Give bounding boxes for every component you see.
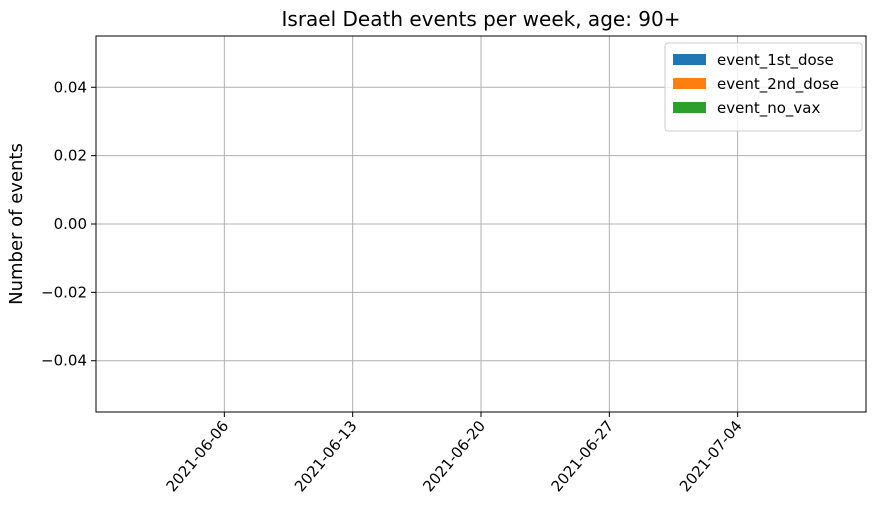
legend-swatch [673, 78, 706, 89]
legend-swatch [673, 102, 706, 113]
legend-label: event_1st_dose [717, 51, 834, 70]
x-tick-label: 2021-06-27 [548, 417, 618, 495]
x-tick-label: 2021-07-04 [676, 417, 746, 495]
axis-ticks: −0.04 −0.02 0.00 0.02 0.04 2021-06-06 2021-06-… [41, 78, 746, 495]
y-tick-label: 0.02 [54, 147, 87, 165]
legend-label: event_no_vax [717, 99, 820, 118]
legend-frame [664, 42, 863, 132]
legend: event_1st_dose event_2nd_dose event_no_vax [664, 42, 863, 132]
y-tick-label: 0.00 [54, 215, 87, 233]
chart-title: Israel Death events per week, age: 90+ [282, 7, 681, 31]
x-tick-label: 2021-06-13 [291, 417, 361, 495]
x-tick-label: 2021-06-06 [163, 417, 233, 495]
y-tick-label: 0.04 [54, 78, 87, 96]
y-tick-label: −0.02 [41, 283, 87, 301]
x-tick-label: 2021-06-20 [419, 417, 489, 495]
y-axis-label: Number of events [6, 143, 27, 305]
grid [96, 36, 866, 412]
legend-swatch [673, 54, 706, 65]
y-tick-label: −0.04 [41, 352, 87, 370]
legend-label: event_2nd_dose [717, 75, 839, 94]
